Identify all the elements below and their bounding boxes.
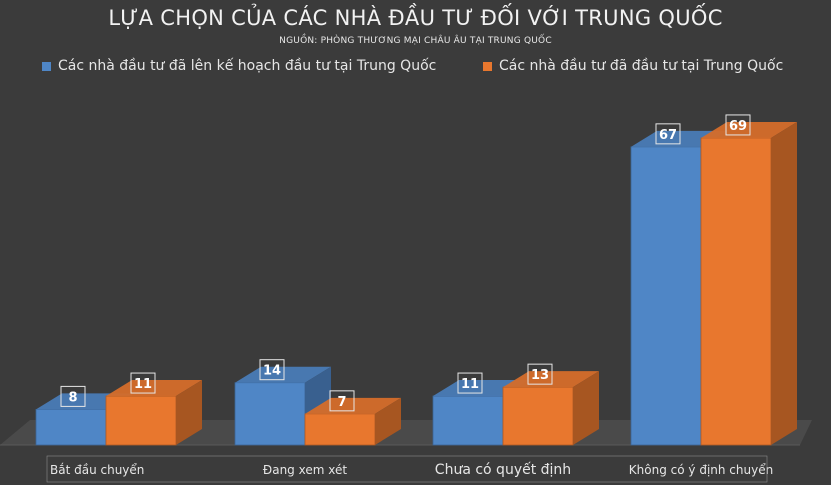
floor-plane <box>0 420 812 445</box>
bar-planned-0 <box>35 408 107 446</box>
bar-planned-1 <box>234 382 306 446</box>
legend-swatch-invested <box>483 61 492 71</box>
data-label-box-planned-2 <box>457 372 483 394</box>
data-label-planned-3: 67 <box>659 128 677 143</box>
chart-title: LỰA CHỌN CỦA CÁC NHÀ ĐẦU TƯ ĐỐI VỚI TRUN… <box>108 6 723 30</box>
bar-top-invested-1 <box>305 397 401 414</box>
data-label-invested-3: 69 <box>729 119 747 134</box>
legend-item-invested: Các nhà đầu tư đã đầu tư tại Trung Quốc <box>483 58 783 74</box>
data-label-box-invested-0 <box>130 372 156 394</box>
data-label-invested-1: 7 <box>337 395 346 410</box>
x-tick-label-2: Chưa có quyết định <box>435 461 571 478</box>
data-label-invested-0: 11 <box>134 377 152 392</box>
bar-top-invested-3 <box>701 121 797 138</box>
bar-invested-0 <box>105 395 177 446</box>
data-label-box-invested-2 <box>527 363 553 385</box>
data-label-box-invested-1 <box>329 390 355 412</box>
bar-side-invested-3 <box>771 121 797 445</box>
data-label-box-planned-0 <box>60 385 86 407</box>
bar-top-invested-0 <box>106 380 202 397</box>
bar-side-invested-2 <box>573 371 599 445</box>
data-label-planned-1: 14 <box>263 364 281 379</box>
x-tick-label-1: Đang xem xét <box>263 463 347 477</box>
x-tick-label-3: Không có ý định chuyển <box>629 463 773 477</box>
x-axis-label-frame <box>46 455 768 483</box>
bar-top-invested-2 <box>503 371 599 388</box>
legend-swatch-planned <box>42 61 51 71</box>
bar-invested-2 <box>502 386 574 446</box>
bar-invested-1 <box>304 413 376 446</box>
data-label-planned-0: 8 <box>68 390 77 405</box>
bar-side-invested-1 <box>375 397 401 445</box>
legend-item-planned: Các nhà đầu tư đã lên kế hoạch đầu tư tạ… <box>42 58 436 74</box>
data-label-box-planned-1 <box>259 359 285 381</box>
legend-label-planned: Các nhà đầu tư đã lên kế hoạch đầu tư tạ… <box>58 58 437 74</box>
data-label-invested-2: 13 <box>531 368 549 383</box>
data-label-planned-2: 11 <box>461 377 479 392</box>
bar-invested-3 <box>700 137 772 446</box>
bar-planned-2 <box>432 395 504 446</box>
bar-side-invested-0 <box>176 380 202 445</box>
bar-top-planned-1 <box>235 366 331 383</box>
legend-label-invested: Các nhà đầu tư đã đầu tư tại Trung Quốc <box>499 58 784 74</box>
data-label-box-planned-3 <box>655 123 681 145</box>
data-label-box-invested-3 <box>725 114 751 136</box>
chart-subtitle: NGUỒN: PHÒNG THƯƠNG MẠI CHÂU ÂU TẠI TRUN… <box>279 36 552 46</box>
x-tick-label-0: Bắt đầu chuyển <box>50 463 144 477</box>
bar-planned-3 <box>630 146 702 446</box>
